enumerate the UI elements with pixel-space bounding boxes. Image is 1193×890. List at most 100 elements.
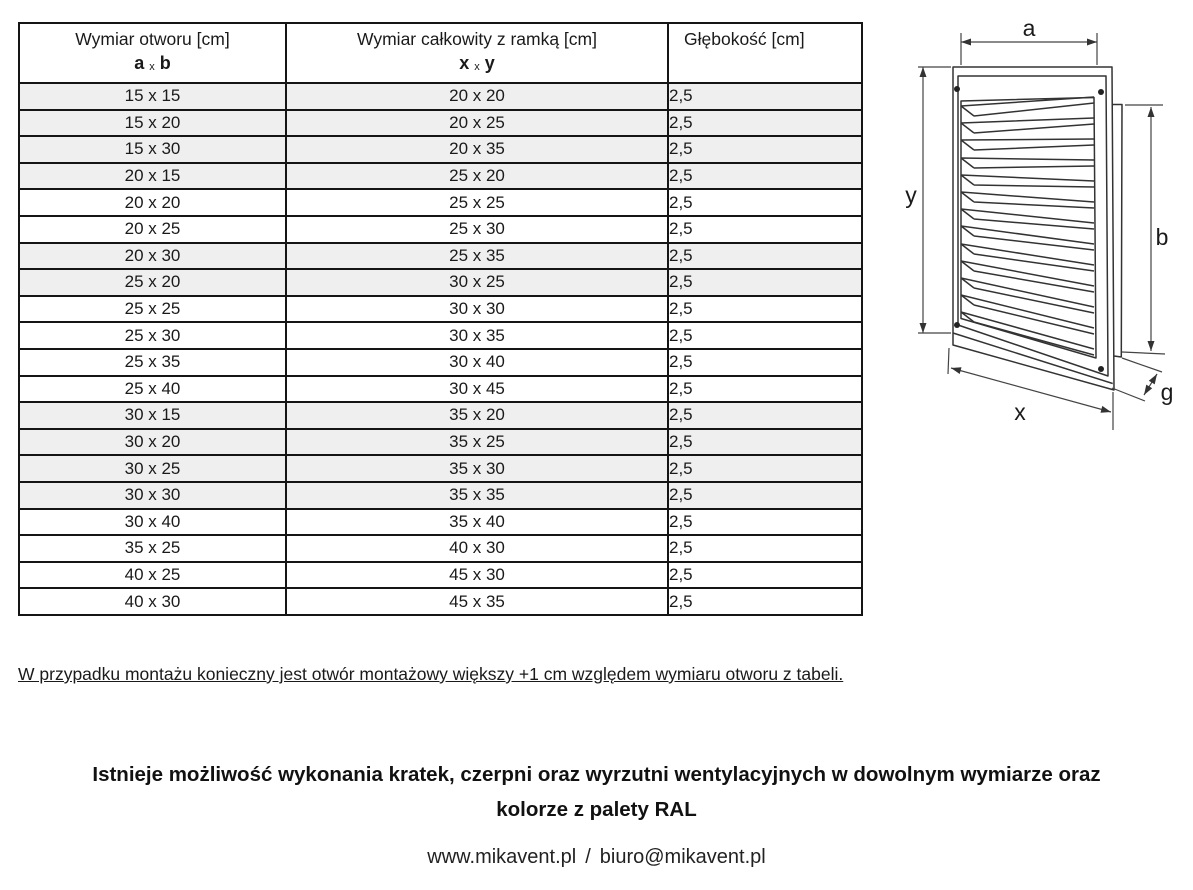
cell-opening: 20 x 25 bbox=[18, 214, 287, 244]
cell-opening: 30 x 40 bbox=[18, 507, 287, 537]
cell-depth: 2,5 bbox=[667, 82, 863, 111]
arrowhead bbox=[1147, 341, 1155, 351]
table-row: 15 x 30 20 x 35 2,5 bbox=[18, 135, 863, 164]
cell-depth: 2,5 bbox=[667, 534, 863, 563]
table-row: 25 x 40 30 x 45 2,5 bbox=[18, 374, 863, 404]
grille-inner-frame bbox=[957, 75, 1109, 377]
cell-opening: 25 x 25 bbox=[18, 294, 287, 324]
dimension-y-lines bbox=[918, 66, 951, 334]
cell-depth: 2,5 bbox=[667, 480, 863, 510]
cell-depth: 2,5 bbox=[667, 108, 863, 138]
dimension-label-a: a bbox=[1023, 15, 1036, 41]
cell-opening: 40 x 30 bbox=[18, 587, 287, 616]
cell-opening: 20 x 20 bbox=[18, 188, 287, 217]
cell-depth: 2,5 bbox=[667, 161, 863, 191]
dim-letter-y: y bbox=[484, 53, 495, 73]
cell-total: 40 x 30 bbox=[285, 534, 669, 563]
cell-depth: 2,5 bbox=[667, 135, 863, 164]
cell-total: 30 x 40 bbox=[285, 347, 669, 377]
table-row: 30 x 40 35 x 40 2,5 bbox=[18, 507, 863, 537]
table-row: 25 x 25 30 x 30 2,5 bbox=[18, 294, 863, 324]
dim-letter-b: b bbox=[159, 53, 171, 73]
cell-total: 45 x 35 bbox=[285, 587, 669, 616]
arrowhead bbox=[951, 367, 962, 374]
arrowhead bbox=[919, 323, 927, 333]
cell-total: 35 x 30 bbox=[285, 454, 669, 483]
cell-total: 35 x 20 bbox=[285, 401, 669, 430]
arrowhead bbox=[919, 67, 927, 77]
cell-opening: 20 x 15 bbox=[18, 161, 287, 191]
cell-total: 25 x 20 bbox=[285, 161, 669, 191]
cell-opening: 25 x 20 bbox=[18, 268, 287, 297]
cell-depth: 2,5 bbox=[667, 268, 863, 297]
table-row: 20 x 15 25 x 20 2,5 bbox=[18, 161, 863, 191]
size-table-body: 15 x 15 20 x 20 2,5 15 x 20 20 x 25 2,5 15 x 3… bbox=[18, 82, 863, 616]
cell-total: 35 x 25 bbox=[285, 427, 669, 457]
dim-separator: x bbox=[149, 61, 155, 73]
dim-separator: x bbox=[474, 61, 480, 73]
cell-opening: 30 x 30 bbox=[18, 480, 287, 510]
dim-letter-x: x bbox=[459, 53, 470, 73]
cell-depth: 2,5 bbox=[667, 321, 863, 350]
contact-line: www.mikavent.pl / biuro@mikavent.pl bbox=[0, 846, 1193, 869]
col-header-total-title: Wymiar całkowity z ramką [cm] bbox=[356, 29, 597, 49]
table-row: 20 x 25 25 x 30 2,5 bbox=[18, 214, 863, 244]
table-row: 20 x 20 25 x 25 2,5 bbox=[18, 188, 863, 217]
screw-dot-top-left bbox=[954, 86, 960, 92]
ral-statement: Istnieje możliwość wykonania kratek, cze… bbox=[0, 757, 1193, 827]
cell-opening: 30 x 20 bbox=[18, 427, 287, 457]
cell-total: 25 x 35 bbox=[285, 241, 669, 271]
cell-depth: 2,5 bbox=[667, 374, 863, 404]
cell-depth: 2,5 bbox=[667, 214, 863, 244]
arrowhead bbox=[1147, 107, 1155, 117]
cell-opening: 15 x 20 bbox=[18, 108, 287, 138]
cell-opening: 40 x 25 bbox=[18, 560, 287, 590]
cell-depth: 2,5 bbox=[667, 188, 863, 217]
cell-depth: 2,5 bbox=[667, 454, 863, 483]
screw-dot-bottom-right bbox=[1098, 366, 1104, 372]
footer-separator: / bbox=[585, 846, 591, 868]
table-row: 15 x 20 20 x 25 2,5 bbox=[18, 108, 863, 138]
mounting-note: W przypadku montażu konieczny jest otwór… bbox=[18, 664, 844, 684]
cell-total: 45 x 30 bbox=[285, 560, 669, 590]
table-row: 30 x 30 35 x 35 2,5 bbox=[18, 480, 863, 510]
cell-opening: 20 x 30 bbox=[18, 241, 287, 271]
dimension-label-x: x bbox=[1014, 399, 1026, 425]
email-text: biuro@mikavent.pl bbox=[599, 846, 766, 868]
table-row: 20 x 30 25 x 35 2,5 bbox=[18, 241, 863, 271]
dimension-x-lines bbox=[947, 347, 1114, 430]
cell-depth: 2,5 bbox=[667, 347, 863, 377]
col-header-depth: Głębokość [cm] bbox=[667, 22, 863, 84]
cell-depth: 2,5 bbox=[667, 507, 863, 537]
dimension-a-lines bbox=[960, 33, 1098, 65]
col-header-opening-title: Wymiar otworu [cm] bbox=[75, 29, 230, 49]
cell-total: 30 x 45 bbox=[285, 374, 669, 404]
table-row: 25 x 35 30 x 40 2,5 bbox=[18, 347, 863, 377]
table-row: 40 x 30 45 x 35 2,5 bbox=[18, 587, 863, 616]
cell-total: 35 x 40 bbox=[285, 507, 669, 537]
cell-total: 25 x 30 bbox=[285, 214, 669, 244]
cell-depth: 2,5 bbox=[667, 401, 863, 430]
dimension-label-g: g bbox=[1161, 379, 1174, 405]
cell-depth: 2,5 bbox=[667, 294, 863, 324]
dim-letter-a: a bbox=[134, 53, 145, 73]
cell-opening: 15 x 15 bbox=[18, 82, 287, 111]
table-row: 25 x 30 30 x 35 2,5 bbox=[18, 321, 863, 350]
cell-depth: 2,5 bbox=[667, 241, 863, 271]
ral-statement-line1: Istnieje możliwość wykonania kratek, cze… bbox=[92, 763, 1101, 786]
arrowhead bbox=[1144, 384, 1153, 395]
cell-total: 20 x 20 bbox=[285, 82, 669, 111]
table-row: 40 x 25 45 x 30 2,5 bbox=[18, 560, 863, 590]
cell-opening: 15 x 30 bbox=[18, 135, 287, 164]
cell-opening: 35 x 25 bbox=[18, 534, 287, 563]
cell-total: 30 x 30 bbox=[285, 294, 669, 324]
website-text: www.mikavent.pl bbox=[427, 846, 577, 868]
duct-box bbox=[1112, 103, 1123, 358]
